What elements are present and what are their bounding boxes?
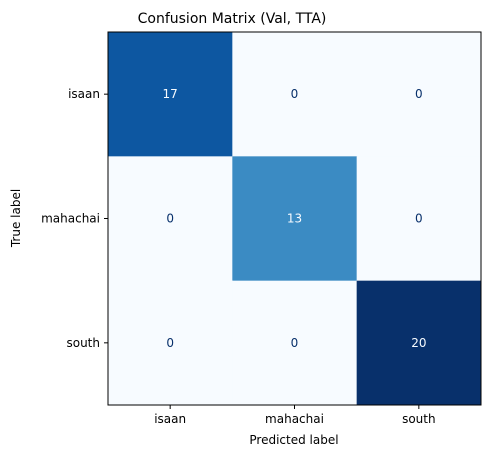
heatmap-cell-isaan-isaan [108,32,233,157]
y-tick-label-mahachai: mahachai [41,212,100,226]
y-tick-label-isaan: isaan [68,87,100,101]
heatmap-cell-isaan-mahachai [232,32,358,157]
cell-value-mahachai-south: 0 [415,212,423,226]
cell-value-mahachai-isaan: 0 [166,212,174,226]
heatmap-cell-mahachai-south [356,156,482,282]
x-axis-ticks: isaan mahachai south [154,405,436,426]
cell-value-isaan-mahachai: 0 [291,87,299,101]
cell-value-labels: 17 0 0 0 13 0 0 0 20 [163,87,427,350]
y-axis-label: True label [9,189,23,248]
cell-value-isaan-isaan: 17 [163,87,178,101]
cell-value-south-south: 20 [411,336,426,350]
x-axis-label: Predicted label [249,433,338,447]
heatmap-cell-south-south [356,280,482,406]
cell-value-south-mahachai: 0 [291,336,299,350]
x-tick-label-isaan: isaan [154,412,186,426]
cell-value-isaan-south: 0 [415,87,423,101]
y-axis-ticks: isaan mahachai south [41,87,108,350]
heatmap-cell-south-isaan [108,280,233,406]
cell-value-south-isaan: 0 [166,336,174,350]
y-tick-label-south: south [66,336,100,350]
heatmap-cells [108,32,482,406]
cell-value-mahachai-mahachai: 13 [287,212,302,226]
heatmap-cell-mahachai-isaan [108,156,233,282]
heatmap-cell-south-mahachai [232,280,358,406]
heatmap-cell-mahachai-mahachai [232,156,358,282]
heatmap-cell-isaan-south [356,32,482,157]
x-tick-label-south: south [402,412,436,426]
chart-title: Confusion Matrix (Val, TTA) [138,11,327,27]
x-tick-label-mahachai: mahachai [265,412,324,426]
